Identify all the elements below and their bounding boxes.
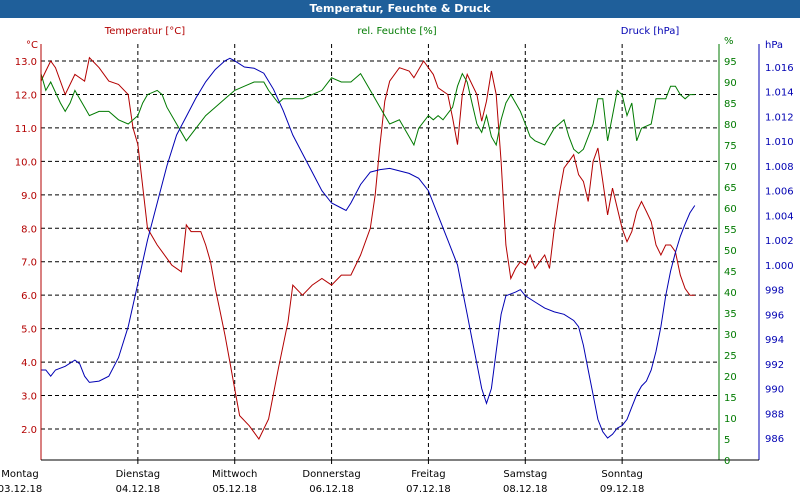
x-tick-date: 06.12.18 [309, 484, 354, 495]
pressure-tick-label: 988 [765, 409, 784, 420]
pressure-tick-label: 1.006 [765, 187, 794, 198]
grid-layer [41, 44, 719, 460]
humidity-tick-label: 55 [724, 225, 737, 236]
temperature-tick-label: 6.0 [21, 291, 37, 302]
humidity-tick-label: % [724, 36, 734, 47]
pressure-tick-label: 1.008 [765, 162, 794, 173]
temperature-unit-label: °C [26, 40, 38, 51]
pressure-tick-label: 990 [765, 385, 784, 396]
temperature-tick-label: 7.0 [21, 258, 37, 269]
pressure-tick-label: 1.012 [765, 112, 794, 123]
pressure-tick-label: 994 [765, 335, 784, 346]
pressure-tick-label: 998 [765, 286, 784, 297]
humidity-tick-label: 60 [724, 204, 737, 215]
temperature-tick-label: 8.0 [21, 224, 37, 235]
pressure-tick-label: 986 [765, 434, 784, 445]
temperature-tick-label: 4.0 [21, 358, 37, 369]
x-tick-date: 03.12.18 [0, 484, 42, 495]
humidity-axis-label: rel. Feuchte [%] [357, 26, 436, 37]
humidity-tick-label: 40 [724, 288, 737, 299]
humidity-tick-label: 80 [724, 120, 737, 131]
temperature-tick-label: 3.0 [21, 392, 37, 403]
temperature-series-line [40, 56, 695, 440]
temperature-tick-label: 5.0 [21, 325, 37, 336]
temperature-tick-label: 11.0 [15, 124, 37, 135]
humidity-tick-label: 25 [724, 351, 737, 362]
humidity-tick-label: 75 [724, 141, 737, 152]
humidity-tick-label: 15 [724, 393, 737, 404]
axis-layer: 2.0 3.0 4.0 5.0 6.0 7.0 8.0 9.0 10.0 11.0 12.0 13.0… [0, 36, 794, 495]
humidity-tick-label: 70 [724, 162, 737, 173]
temperature-tick-label: 12.0 [15, 90, 37, 101]
series-layer [40, 56, 696, 440]
pressure-tick-label: hPa [765, 40, 783, 51]
x-tick-label: Samstag [503, 469, 547, 480]
chart-title: Temperatur, Feuchte & Druck [0, 0, 800, 18]
pressure-series-line [41, 57, 696, 439]
x-tick-date: 04.12.18 [116, 484, 161, 495]
pressure-tick-label: 1.016 [765, 63, 794, 74]
x-tick-date: 05.12.18 [212, 484, 257, 495]
x-tick-label: Sonntag [601, 469, 643, 480]
humidity-tick-label: 0 [724, 456, 730, 467]
humidity-tick-label: 50 [724, 246, 737, 257]
pressure-tick-label: 1.004 [765, 211, 794, 222]
humidity-tick-label: 45 [724, 267, 737, 278]
humidity-tick-label: 90 [724, 78, 737, 89]
temperature-axis-label: Temperatur [°C] [104, 26, 185, 37]
pressure-tick-label: 1.010 [765, 137, 794, 148]
pressure-tick-label: 992 [765, 360, 784, 371]
x-tick-date: 08.12.18 [503, 484, 548, 495]
humidity-tick-label: 95 [724, 57, 737, 68]
x-tick-date: 07.12.18 [406, 484, 451, 495]
temperature-tick-label: 13.0 [15, 57, 37, 68]
pressure-tick-label: 1.000 [765, 261, 794, 272]
temperature-tick-label: 2.0 [21, 425, 37, 436]
temperature-tick-label: 10.0 [15, 157, 37, 168]
x-tick-label: Freitag [411, 469, 445, 480]
humidity-tick-label: 10 [724, 414, 737, 425]
x-tick-label: Dienstag [116, 469, 161, 480]
pressure-tick-label: 1.014 [765, 88, 794, 99]
x-tick-label: Mittwoch [212, 469, 257, 480]
humidity-tick-label: 35 [724, 309, 737, 320]
humidity-tick-label: 65 [724, 183, 737, 194]
x-tick-label: Montag [1, 469, 38, 480]
x-tick-label: Donnerstag [302, 469, 360, 480]
humidity-series-line [40, 72, 695, 155]
humidity-tick-label: 85 [724, 99, 737, 110]
pressure-tick-label: 996 [765, 310, 784, 321]
pressure-tick-label: 1.002 [765, 236, 794, 247]
x-tick-date: 09.12.18 [600, 484, 645, 495]
pressure-axis-label: Druck [hPa] [621, 26, 680, 37]
temperature-tick-label: 9.0 [21, 191, 37, 202]
humidity-tick-label: 30 [724, 330, 737, 341]
humidity-tick-label: 20 [724, 372, 737, 383]
humidity-tick-label: 5 [724, 435, 730, 446]
